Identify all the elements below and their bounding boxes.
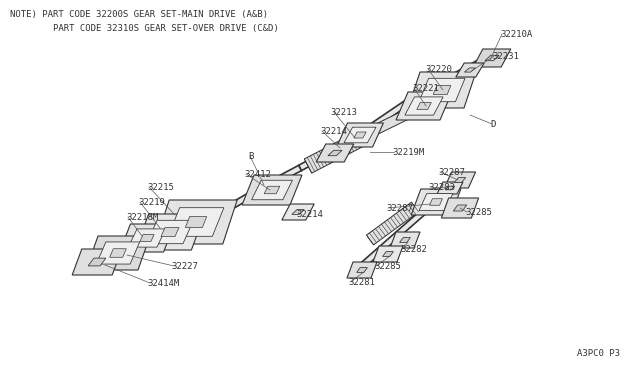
Polygon shape <box>129 229 166 247</box>
Polygon shape <box>88 258 106 266</box>
Polygon shape <box>444 172 476 188</box>
Polygon shape <box>419 78 465 102</box>
Polygon shape <box>86 236 150 270</box>
Text: 32285: 32285 <box>374 262 401 271</box>
Text: 32287: 32287 <box>386 204 413 213</box>
Polygon shape <box>186 217 207 228</box>
Text: 32221: 32221 <box>412 84 439 93</box>
Polygon shape <box>353 100 410 141</box>
Polygon shape <box>267 165 301 187</box>
Polygon shape <box>140 234 154 241</box>
Polygon shape <box>373 246 403 262</box>
Polygon shape <box>147 220 193 244</box>
Polygon shape <box>109 249 126 257</box>
Text: 32210A: 32210A <box>500 30 532 39</box>
Polygon shape <box>347 262 377 278</box>
Polygon shape <box>419 193 453 211</box>
Polygon shape <box>453 205 467 211</box>
Polygon shape <box>473 49 511 67</box>
Polygon shape <box>396 92 452 120</box>
Text: 32227: 32227 <box>171 262 198 271</box>
Polygon shape <box>344 127 376 143</box>
Polygon shape <box>465 68 476 72</box>
Polygon shape <box>390 232 420 248</box>
Text: 32282: 32282 <box>400 245 427 254</box>
Polygon shape <box>412 189 461 215</box>
Polygon shape <box>383 251 394 256</box>
Text: 32414M: 32414M <box>147 279 179 288</box>
Polygon shape <box>445 186 455 190</box>
Polygon shape <box>405 97 443 115</box>
Text: 32214: 32214 <box>296 210 323 219</box>
Text: 32214: 32214 <box>320 127 347 136</box>
Polygon shape <box>456 63 484 77</box>
Polygon shape <box>353 176 464 274</box>
Polygon shape <box>408 72 476 108</box>
Text: 32213: 32213 <box>330 108 357 117</box>
Polygon shape <box>120 224 174 252</box>
Text: 32412: 32412 <box>244 170 271 179</box>
Polygon shape <box>485 55 499 61</box>
Text: 32219: 32219 <box>138 198 165 207</box>
Polygon shape <box>136 214 205 250</box>
Text: 32287: 32287 <box>438 168 465 177</box>
Polygon shape <box>433 86 451 94</box>
Polygon shape <box>228 182 269 209</box>
Polygon shape <box>161 228 179 237</box>
Polygon shape <box>337 123 383 147</box>
Polygon shape <box>373 103 422 135</box>
Polygon shape <box>399 238 410 243</box>
Polygon shape <box>367 202 419 245</box>
Polygon shape <box>242 175 302 205</box>
Polygon shape <box>316 144 354 162</box>
Text: 32215: 32215 <box>147 183 174 192</box>
Polygon shape <box>437 182 463 194</box>
Text: 32220: 32220 <box>425 65 452 74</box>
Polygon shape <box>328 150 342 156</box>
Polygon shape <box>282 204 314 220</box>
Text: PART CODE 32310S GEAR SET-OVER DRIVE (C&D): PART CODE 32310S GEAR SET-OVER DRIVE (C&… <box>10 24 279 33</box>
Polygon shape <box>406 73 456 105</box>
Polygon shape <box>305 128 372 173</box>
Polygon shape <box>72 249 122 275</box>
Polygon shape <box>292 209 304 214</box>
Polygon shape <box>109 204 231 266</box>
Text: NOTE) PART CODE 32200S GEAR SET-MAIN DRIVE (A&B): NOTE) PART CODE 32200S GEAR SET-MAIN DRI… <box>10 10 268 19</box>
Text: 32231: 32231 <box>492 52 519 61</box>
Polygon shape <box>252 180 292 200</box>
Polygon shape <box>442 198 479 218</box>
Polygon shape <box>264 186 280 194</box>
Polygon shape <box>354 132 366 138</box>
Polygon shape <box>299 135 356 171</box>
Polygon shape <box>155 200 237 244</box>
Polygon shape <box>356 267 367 272</box>
Polygon shape <box>429 199 442 205</box>
Polygon shape <box>96 242 140 264</box>
Text: 32219M: 32219M <box>392 148 424 157</box>
Text: 32283: 32283 <box>428 183 455 192</box>
Polygon shape <box>454 177 466 182</box>
Polygon shape <box>454 51 497 78</box>
Text: A3PC0 P3: A3PC0 P3 <box>577 349 620 358</box>
Polygon shape <box>168 208 224 236</box>
Text: 32281: 32281 <box>348 278 375 287</box>
Text: 32285: 32285 <box>465 208 492 217</box>
Polygon shape <box>417 103 431 109</box>
Text: 32218M: 32218M <box>126 213 158 222</box>
Text: D: D <box>490 120 495 129</box>
Text: B: B <box>248 152 253 161</box>
